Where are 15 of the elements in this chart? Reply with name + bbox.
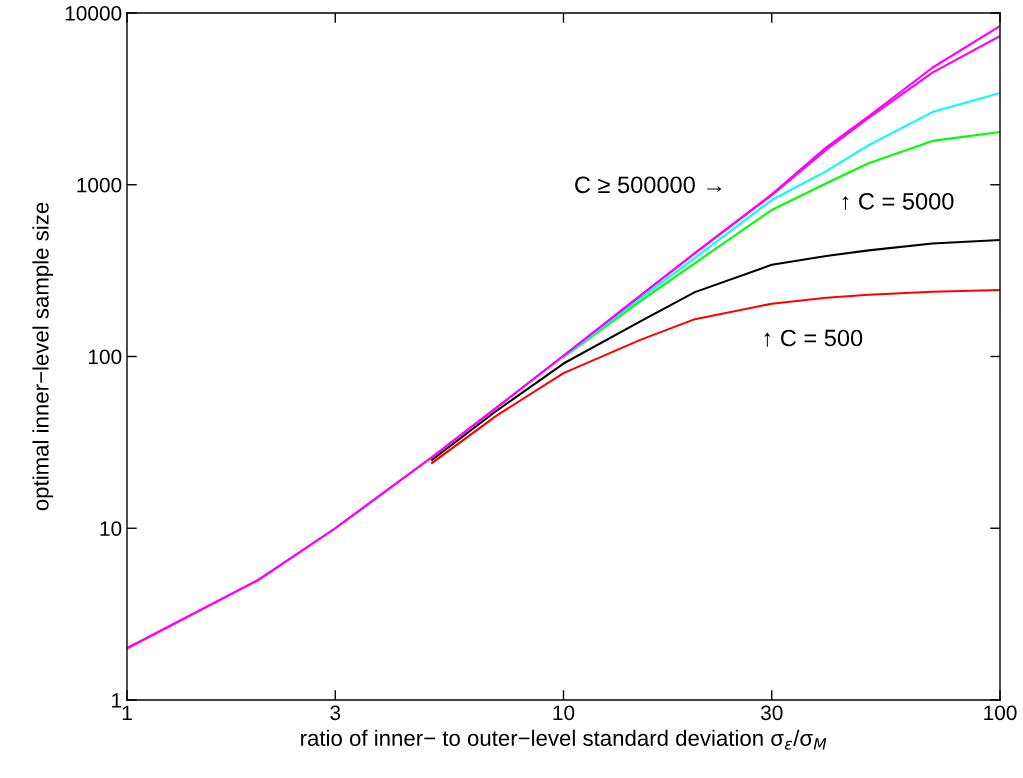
y-tick-label: 10 bbox=[100, 521, 122, 536]
annotation: C ≥ 500000 → bbox=[575, 176, 722, 194]
x-tick-label: 1 bbox=[122, 705, 132, 720]
y-tick-label: 1000 bbox=[77, 177, 122, 193]
x-tick-label: 30 bbox=[760, 705, 783, 721]
annotation: ↑ C = 500 bbox=[764, 329, 863, 347]
y-tick-label: 100 bbox=[88, 349, 122, 365]
y-tick-label: 10000 bbox=[65, 6, 122, 21]
x-tick-label: 3 bbox=[330, 705, 341, 721]
x-tick-label: 100 bbox=[984, 705, 1017, 721]
y-axis-title: optimal inner−level sample size bbox=[32, 202, 54, 511]
y-tick-label: 1 bbox=[112, 693, 122, 708]
annotation: ↑ C = 5000 bbox=[842, 192, 954, 211]
x-tick-label: 10 bbox=[553, 705, 575, 721]
x-axis-title: ratio of inner− to outer−level standard deviation σ$_{ε}$/σ$_{M}$ bbox=[301, 729, 827, 750]
